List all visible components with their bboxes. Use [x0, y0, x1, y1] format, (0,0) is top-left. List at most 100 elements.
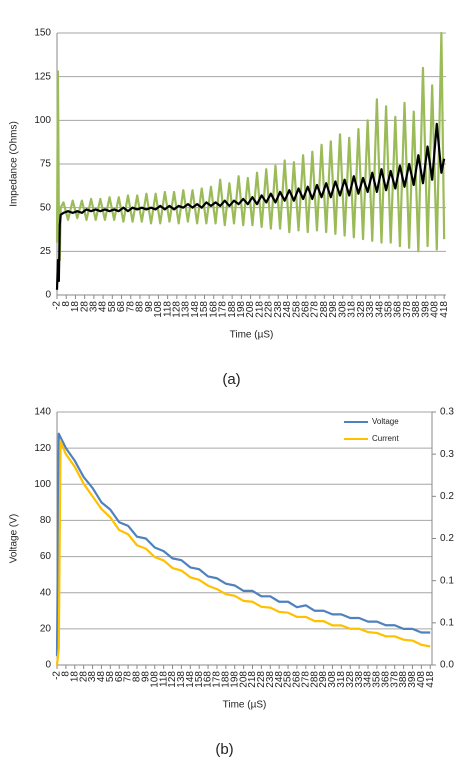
x-tick-label: 358	[372, 671, 383, 688]
y-tick-label: 80	[40, 515, 52, 526]
x-tick-label: 68	[116, 301, 127, 313]
series-line	[55, 440, 431, 666]
y-tick-label: 0	[45, 290, 51, 301]
caption: (a)	[222, 371, 240, 388]
x-tick-label: 98	[144, 301, 155, 313]
x-tick-label: 318	[336, 671, 347, 688]
x-tick-label: 398	[420, 301, 431, 318]
x-tick-label: 338	[365, 301, 376, 318]
x-tick-label: 278	[310, 301, 321, 318]
x-tick-label: 258	[291, 301, 302, 318]
x-tick-label: 308	[337, 301, 348, 318]
x-tick-label: 348	[374, 301, 385, 318]
x-tick-label: 8	[61, 301, 72, 307]
y-tick-label: 150	[34, 28, 51, 39]
y-tick-label: 140	[34, 407, 51, 418]
x-tick-label: 308	[327, 671, 338, 688]
x-tick-label: 268	[301, 301, 312, 318]
x-tick-label: 138	[181, 301, 192, 318]
x-tick-label: 218	[247, 671, 258, 688]
x-tick-label: 228	[264, 301, 275, 318]
x-tick-label: 108	[153, 301, 164, 318]
x-tick-label: 58	[107, 301, 118, 313]
x-tick-label: 388	[411, 301, 422, 318]
x-tick-label: 338	[354, 671, 365, 688]
x-tick-label: 158	[194, 671, 205, 688]
x-tick-label: 398	[407, 671, 418, 688]
x-tick-label: 358	[383, 301, 394, 318]
x-tick-label: 68	[114, 671, 125, 683]
x-tick-label: 328	[345, 671, 356, 688]
x-tick-label: 418	[425, 671, 436, 688]
x-axis-title: Time (µS)	[230, 330, 274, 341]
x-tick-label: 298	[318, 671, 329, 688]
x-tick-label: 378	[402, 301, 413, 318]
x-tick-label: 78	[123, 671, 134, 683]
y2-tick-label: 0.1	[440, 617, 454, 628]
x-tick-label: 298	[328, 301, 339, 318]
x-tick-label: 258	[283, 671, 294, 688]
x-tick-label: 248	[282, 301, 293, 318]
x-tick-label: 328	[356, 301, 367, 318]
x-tick-label: 178	[218, 301, 229, 318]
y-tick-label: 60	[40, 551, 52, 562]
x-tick-label: 288	[309, 671, 320, 688]
legend-label: Voltage	[372, 417, 399, 426]
y-tick-label: 120	[34, 443, 51, 454]
x-tick-label: 108	[149, 671, 160, 688]
y-tick-label: 20	[40, 623, 52, 634]
y-axis-title: Impedance (Ohms)	[9, 121, 20, 207]
x-tick-label: 138	[176, 671, 187, 688]
x-tick-label: 58	[105, 671, 116, 683]
x-tick-label: 158	[199, 301, 210, 318]
x-tick-label: -2	[52, 671, 63, 680]
y-tick-label: 75	[40, 159, 52, 170]
x-tick-label: 418	[439, 301, 450, 318]
y-tick-label: 0	[45, 660, 51, 671]
x-tick-label: 248	[274, 671, 285, 688]
y2-tick-label: 0.2	[440, 491, 454, 502]
x-tick-label: 98	[141, 671, 152, 683]
x-tick-label: 348	[363, 671, 374, 688]
x-tick-label: 368	[380, 671, 391, 688]
x-tick-label: 38	[89, 301, 100, 313]
x-tick-label: 18	[70, 301, 81, 313]
x-tick-label: 188	[227, 301, 238, 318]
x-tick-label: 218	[254, 301, 265, 318]
x-tick-label: 48	[98, 301, 109, 313]
y-tick-label: 100	[34, 479, 51, 490]
y-tick-label: 50	[40, 202, 52, 213]
y2-tick-label: 0.1	[440, 575, 454, 586]
x-tick-label: 28	[79, 301, 90, 313]
x-tick-label: 178	[212, 671, 223, 688]
y2-tick-label: 0.3	[440, 407, 454, 418]
x-tick-label: 278	[300, 671, 311, 688]
x-tick-label: 128	[171, 301, 182, 318]
y2-tick-label: 0.3	[440, 449, 454, 460]
x-tick-label: 198	[236, 301, 247, 318]
x-axis-title: Time (µS)	[223, 700, 267, 711]
caption: (b)	[215, 741, 233, 758]
x-tick-label: 148	[190, 301, 201, 318]
x-tick-label: 198	[229, 671, 240, 688]
x-tick-label: 188	[220, 671, 231, 688]
series-line	[55, 432, 431, 656]
x-tick-label: 408	[416, 671, 427, 688]
series-line	[55, 31, 446, 262]
x-tick-label: 208	[245, 301, 256, 318]
y2-tick-label: 0.0	[440, 660, 454, 671]
x-tick-label: 168	[208, 301, 219, 318]
y-axis-title: Voltage (V)	[9, 514, 20, 563]
x-tick-label: 88	[135, 301, 146, 313]
x-tick-label: 48	[96, 671, 107, 683]
y2-tick-label: 0.2	[440, 533, 454, 544]
x-tick-label: 268	[292, 671, 303, 688]
series-line	[55, 122, 446, 290]
legend-label: Current	[372, 434, 399, 443]
x-tick-label: 118	[162, 301, 173, 317]
x-tick-label: 78	[125, 301, 136, 313]
x-tick-label: 88	[132, 671, 143, 683]
x-tick-label: 18	[69, 671, 80, 683]
